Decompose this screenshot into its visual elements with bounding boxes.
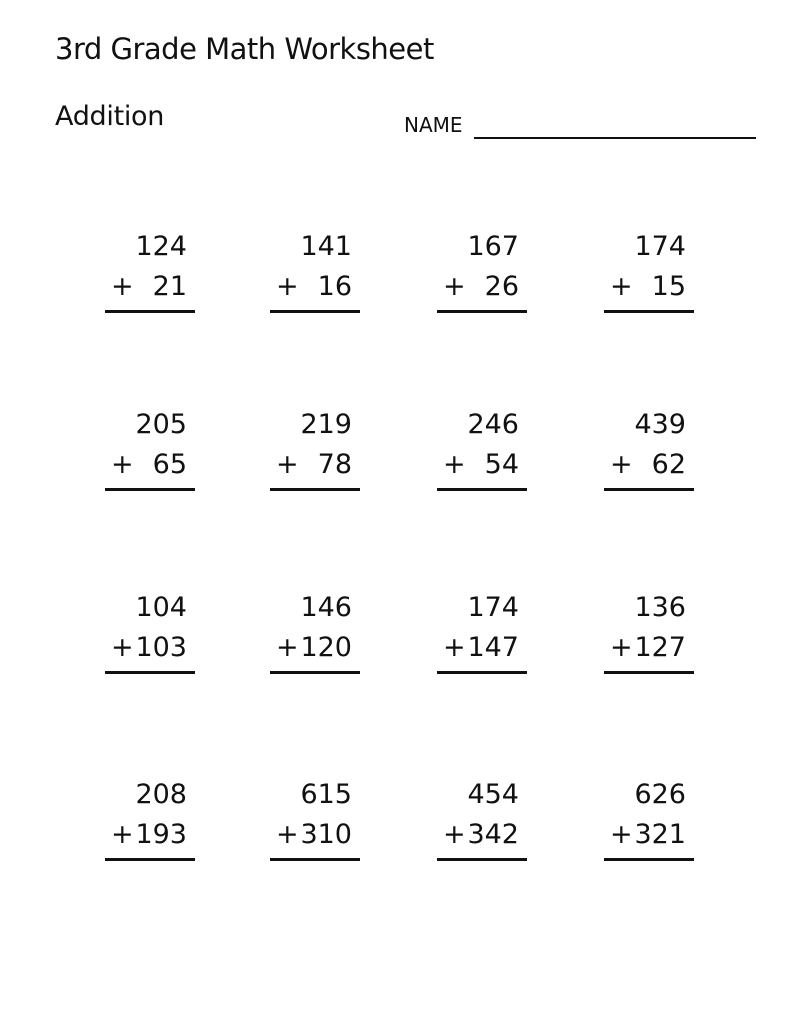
answer-line xyxy=(105,488,195,491)
addend-number: 26 xyxy=(484,271,519,302)
top-number: 136 xyxy=(634,592,686,623)
worksheet-subtitle: Addition xyxy=(55,101,165,132)
plus-sign: + xyxy=(610,632,633,663)
top-number: 439 xyxy=(634,409,686,440)
top-number: 615 xyxy=(300,779,352,810)
addition-problem: 219 +78 xyxy=(270,409,360,491)
answer-line xyxy=(437,671,527,674)
answer-line xyxy=(437,310,527,313)
addition-problem: 104 +103 xyxy=(105,592,195,674)
plus-sign: + xyxy=(276,819,299,850)
plus-sign: + xyxy=(276,632,299,663)
addend-number: 321 xyxy=(634,819,686,850)
addition-problem: 174 +147 xyxy=(437,592,527,674)
addition-problem: 124 +21 xyxy=(105,231,195,313)
addition-problem: 205 +65 xyxy=(105,409,195,491)
addition-problem: 439 +62 xyxy=(604,409,694,491)
answer-line xyxy=(437,488,527,491)
answer-line xyxy=(270,858,360,861)
addition-problem: 208 +193 xyxy=(105,779,195,861)
top-number: 174 xyxy=(634,231,686,262)
addend-number: 147 xyxy=(467,632,519,663)
name-label: NAME xyxy=(404,113,463,137)
addition-problem: 146 +120 xyxy=(270,592,360,674)
answer-line xyxy=(604,488,694,491)
addend-number: 103 xyxy=(135,632,187,663)
addition-problem: 167 +26 xyxy=(437,231,527,313)
answer-line xyxy=(105,310,195,313)
answer-line xyxy=(437,858,527,861)
plus-sign: + xyxy=(111,632,134,663)
top-number: 104 xyxy=(135,592,187,623)
plus-sign: + xyxy=(610,819,633,850)
answer-line xyxy=(604,310,694,313)
top-number: 141 xyxy=(300,231,352,262)
addend-number: 127 xyxy=(634,632,686,663)
addend-number: 21 xyxy=(152,271,187,302)
addition-problem: 626 +321 xyxy=(604,779,694,861)
top-number: 246 xyxy=(467,409,519,440)
plus-sign: + xyxy=(276,449,299,480)
addend-number: 78 xyxy=(317,449,352,480)
plus-sign: + xyxy=(111,449,134,480)
addition-problem: 454 +342 xyxy=(437,779,527,861)
addition-problem: 141 +16 xyxy=(270,231,360,313)
top-number: 626 xyxy=(634,779,686,810)
answer-line xyxy=(604,671,694,674)
answer-line xyxy=(270,671,360,674)
top-number: 167 xyxy=(467,231,519,262)
addend-number: 15 xyxy=(651,271,686,302)
top-number: 205 xyxy=(135,409,187,440)
plus-sign: + xyxy=(610,449,633,480)
top-number: 124 xyxy=(135,231,187,262)
addend-number: 16 xyxy=(317,271,352,302)
plus-sign: + xyxy=(111,819,134,850)
addend-number: 193 xyxy=(135,819,187,850)
addend-number: 310 xyxy=(300,819,352,850)
top-number: 208 xyxy=(135,779,187,810)
plus-sign: + xyxy=(276,271,299,302)
addition-problem: 136 +127 xyxy=(604,592,694,674)
top-number: 219 xyxy=(300,409,352,440)
addend-number: 54 xyxy=(484,449,519,480)
answer-line xyxy=(105,858,195,861)
addition-problem: 246 +54 xyxy=(437,409,527,491)
addend-number: 62 xyxy=(651,449,686,480)
addition-problem: 174 +15 xyxy=(604,231,694,313)
plus-sign: + xyxy=(443,271,466,302)
plus-sign: + xyxy=(443,632,466,663)
answer-line xyxy=(270,310,360,313)
plus-sign: + xyxy=(443,819,466,850)
addend-number: 342 xyxy=(467,819,519,850)
answer-line xyxy=(270,488,360,491)
plus-sign: + xyxy=(443,449,466,480)
addend-number: 120 xyxy=(300,632,352,663)
answer-line xyxy=(604,858,694,861)
plus-sign: + xyxy=(111,271,134,302)
name-field-line[interactable] xyxy=(474,137,756,139)
addend-number: 65 xyxy=(152,449,187,480)
addition-problem: 615 +310 xyxy=(270,779,360,861)
plus-sign: + xyxy=(610,271,633,302)
top-number: 454 xyxy=(467,779,519,810)
worksheet-title: 3rd Grade Math Worksheet xyxy=(55,32,434,66)
top-number: 174 xyxy=(467,592,519,623)
answer-line xyxy=(105,671,195,674)
top-number: 146 xyxy=(300,592,352,623)
